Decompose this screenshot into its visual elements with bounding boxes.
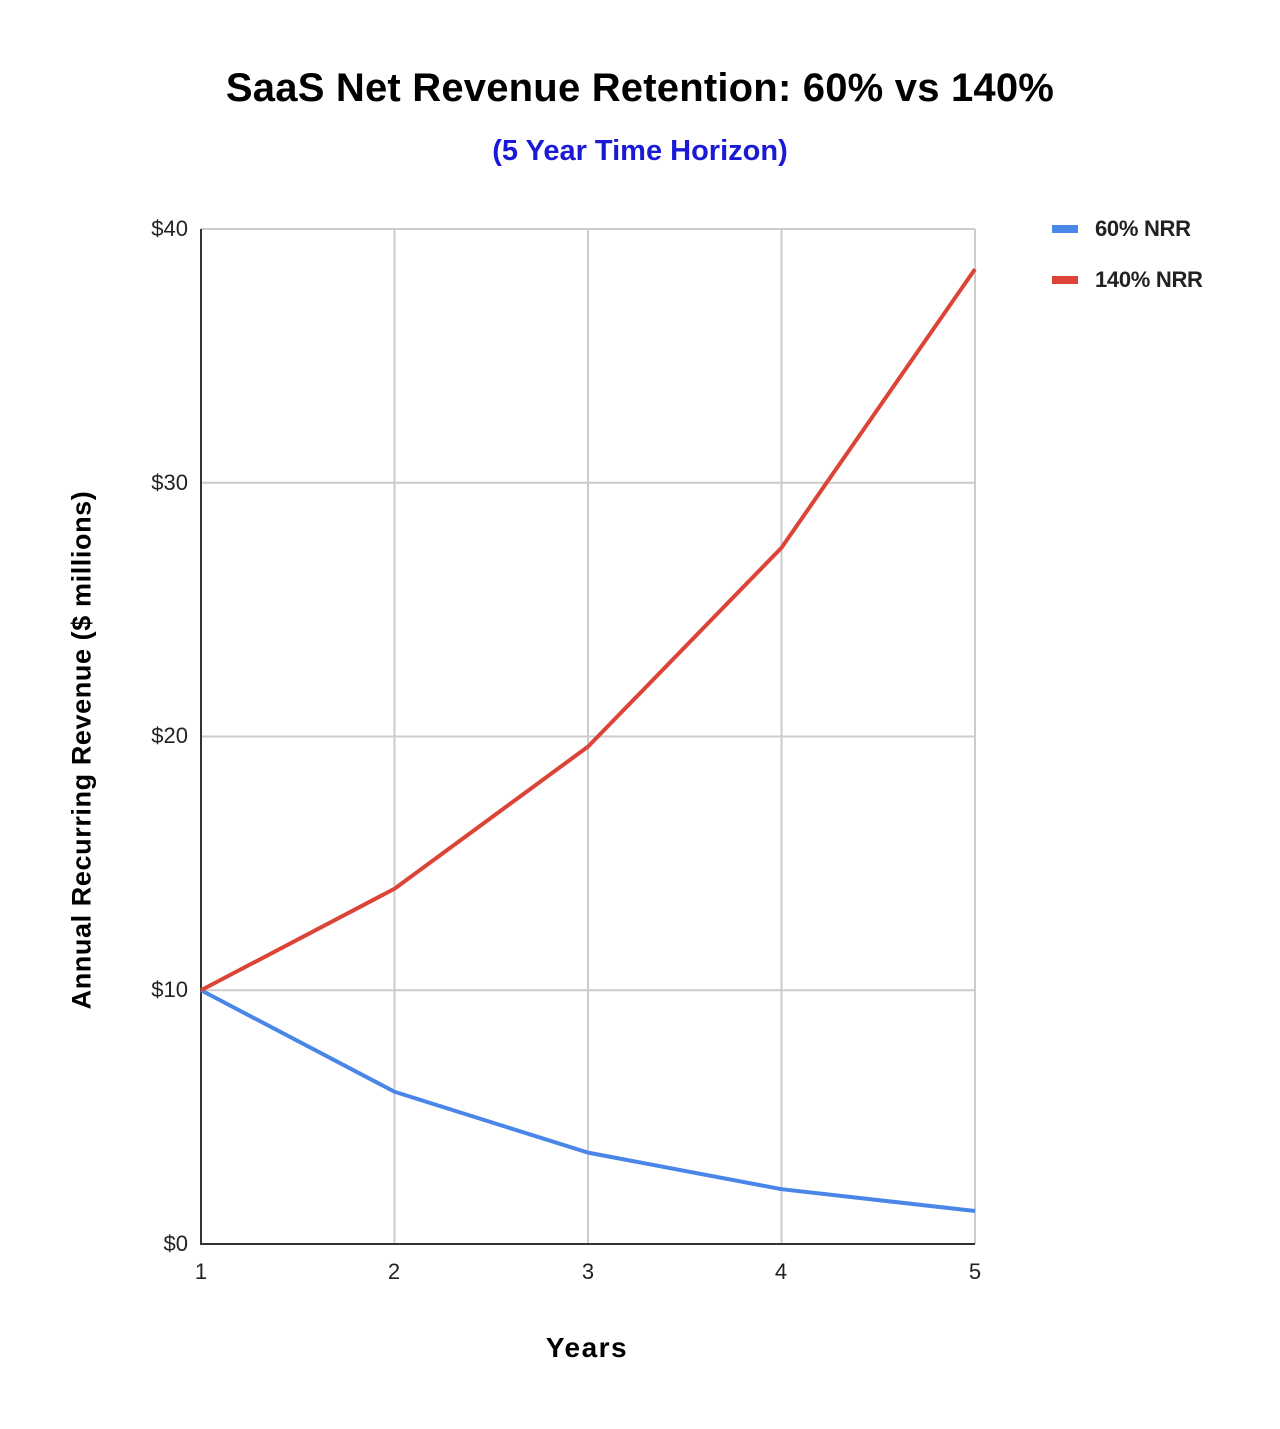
legend-label: 140% NRR — [1095, 267, 1203, 292]
y-tick-label: $0 — [163, 1231, 188, 1256]
series-line-0 — [200, 988, 976, 1213]
x-tick-label: 4 — [774, 1259, 788, 1284]
legend-item-60-nrr[interactable]: 60% NRR — [1052, 214, 1203, 244]
gridlines — [200, 228, 976, 1245]
x-tick-label: 5 — [968, 1259, 982, 1284]
x-axis-label: Years — [545, 1332, 629, 1363]
chart-title: SaaS Net Revenue Retention: 60% vs 140% — [225, 66, 1055, 110]
y-tick-label: $40 — [151, 216, 188, 241]
x-tick-label: 1 — [194, 1259, 208, 1284]
y-tick-label: $30 — [151, 470, 188, 495]
legend-item-140-nrr[interactable]: 140% NRR — [1052, 265, 1203, 295]
legend-swatch-red-icon — [1052, 276, 1078, 284]
x-tick-label: 2 — [387, 1259, 401, 1284]
data-lines — [200, 267, 977, 1213]
series-line-1 — [200, 267, 977, 993]
legend: 60% NRR 140% NRR — [1052, 214, 1203, 316]
x-tick-label: 3 — [581, 1259, 595, 1284]
legend-swatch-blue-icon — [1052, 225, 1078, 233]
legend-label: 60% NRR — [1095, 216, 1191, 241]
chart-subtitle: (5 Year Time Horizon) — [492, 135, 788, 167]
y-tick-label: $10 — [151, 977, 188, 1002]
y-tick-label: $20 — [151, 723, 188, 748]
axes — [200, 229, 975, 1245]
